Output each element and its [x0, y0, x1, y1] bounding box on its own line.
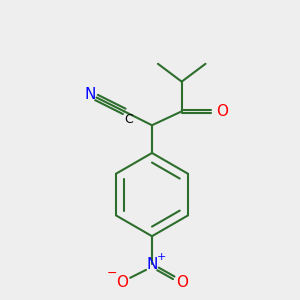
Text: C: C — [124, 113, 133, 126]
Text: O: O — [116, 275, 128, 290]
Text: N: N — [85, 87, 96, 102]
Text: O: O — [216, 104, 228, 119]
Text: O: O — [176, 275, 188, 290]
Text: −: − — [107, 267, 118, 280]
Text: N: N — [146, 257, 158, 272]
Text: +: + — [157, 252, 167, 262]
